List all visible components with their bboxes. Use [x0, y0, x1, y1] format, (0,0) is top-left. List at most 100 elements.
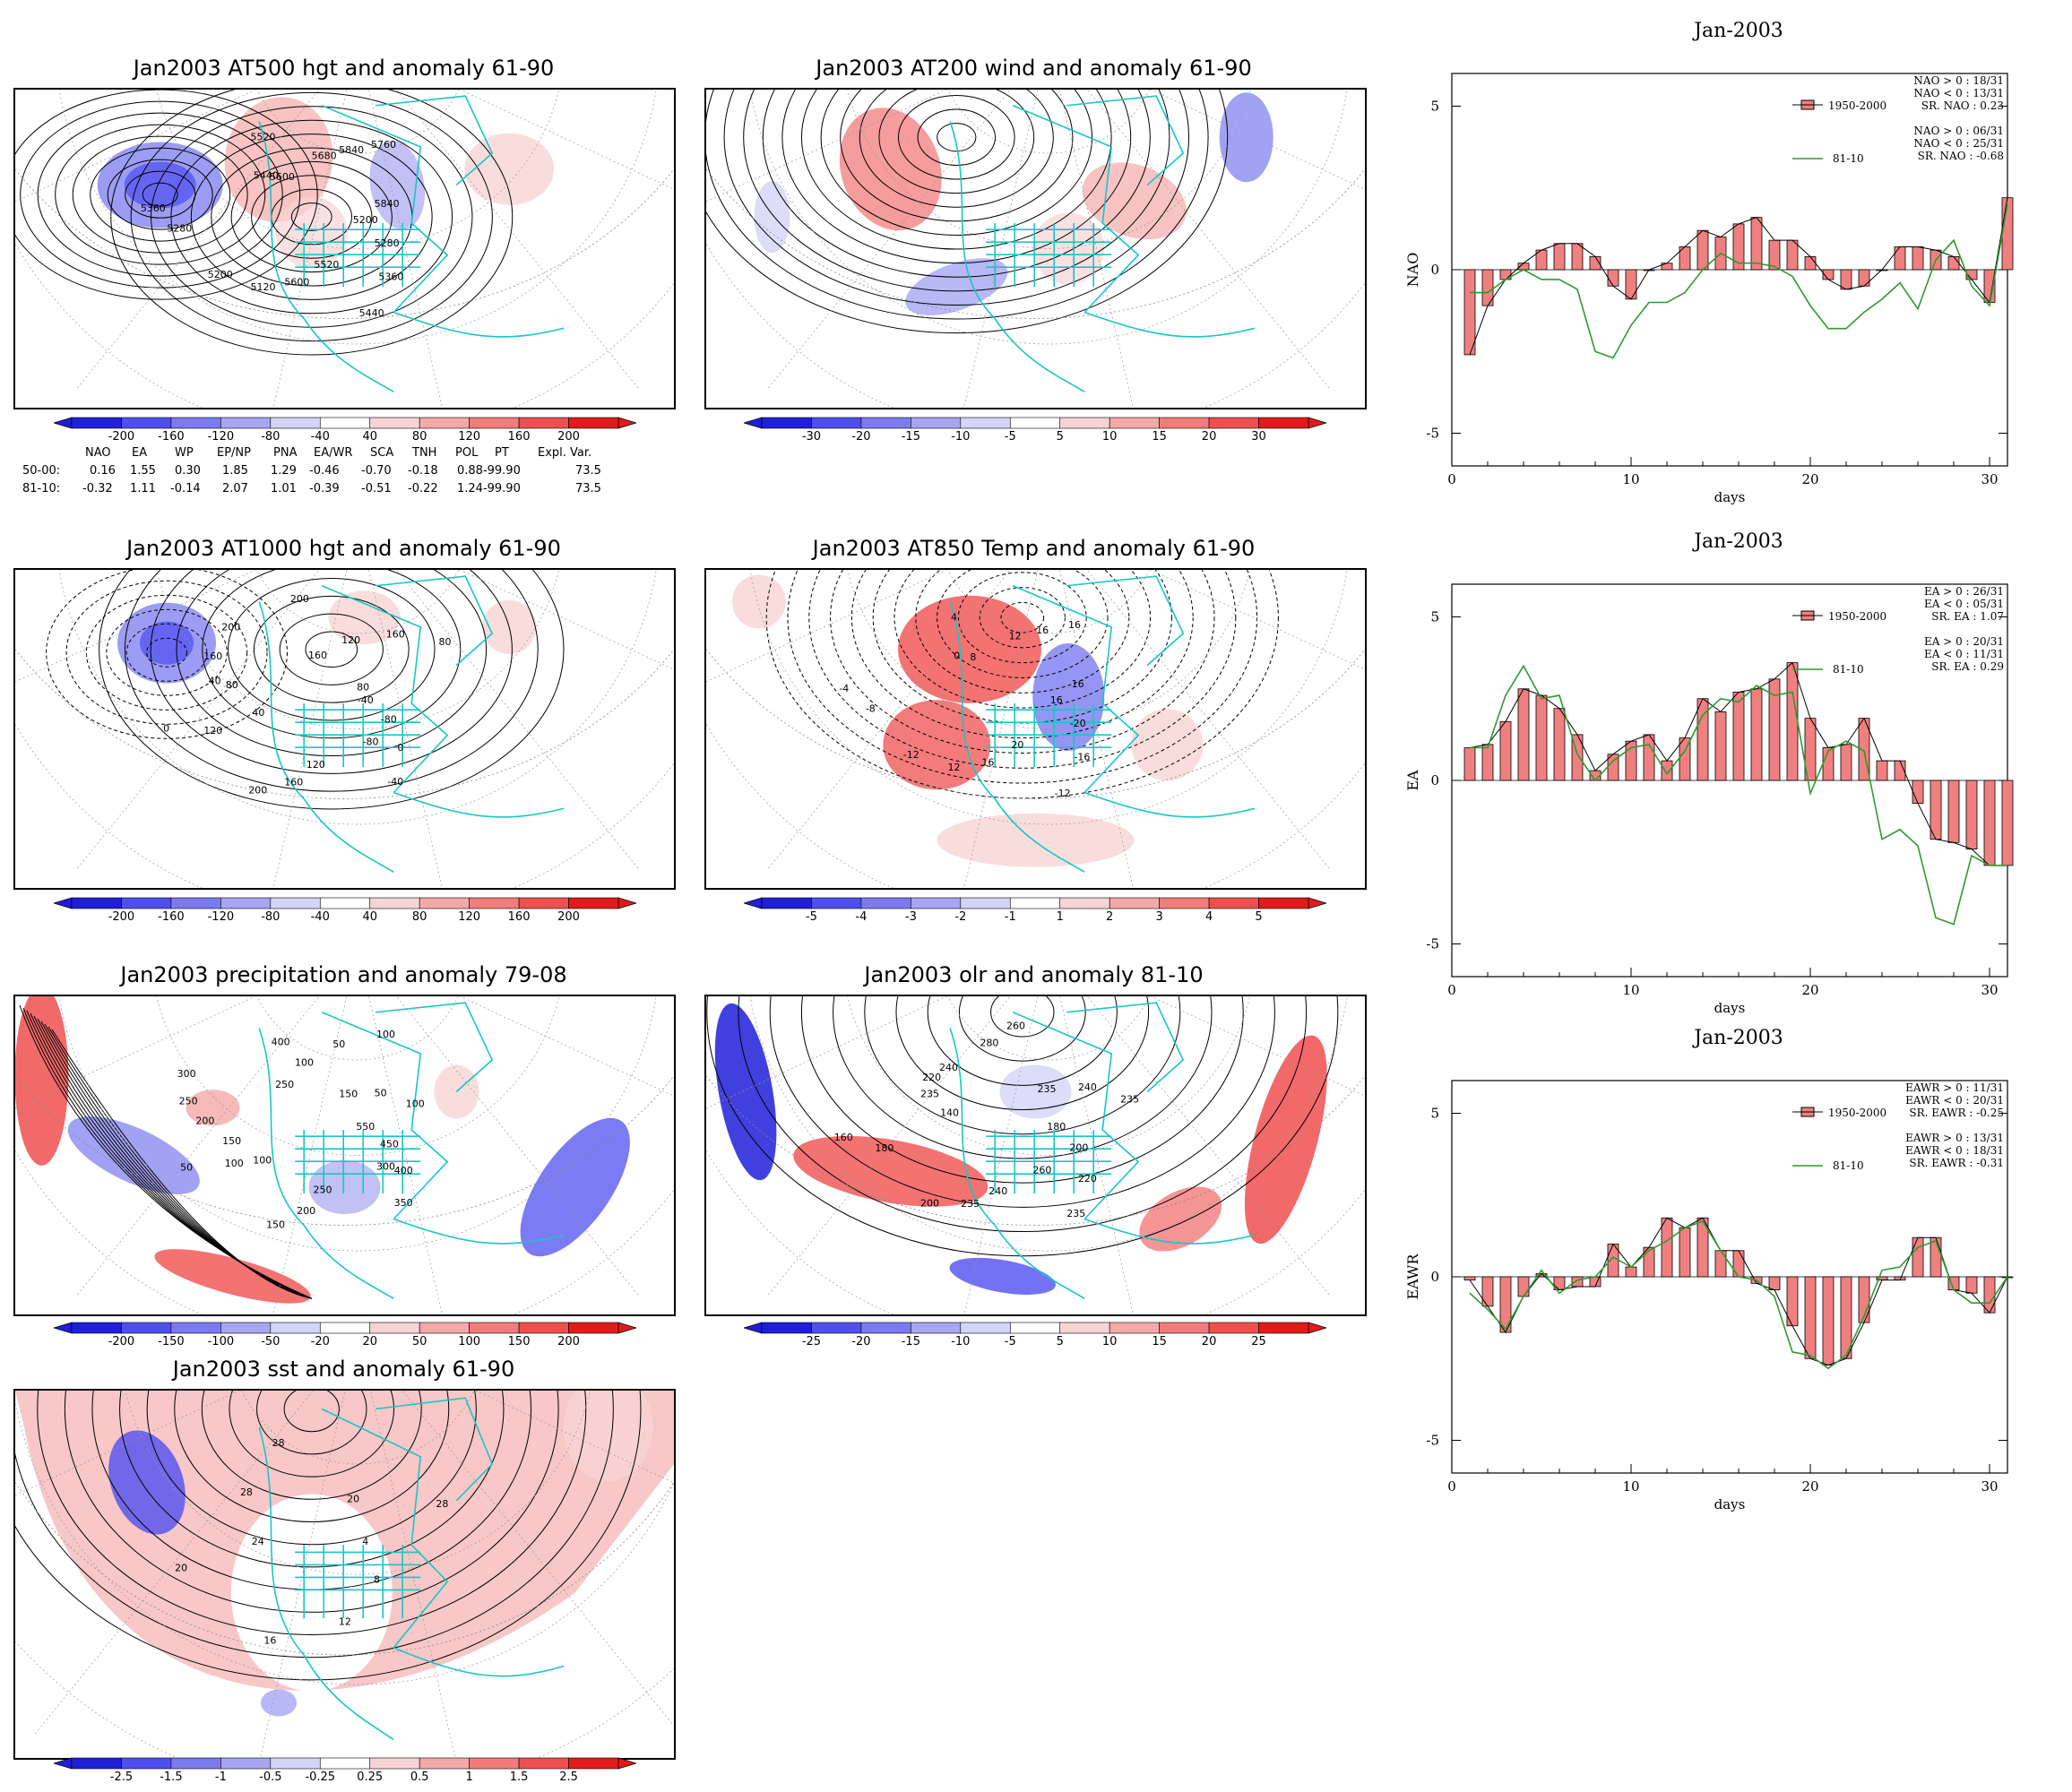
anomaly-shading [793, 1135, 989, 1207]
teleconnection-index-table: NAO EA WP EP/NP PNA EA/WR SCA TNH POL PT… [18, 446, 645, 500]
colorbar-swatch [419, 417, 470, 429]
coastline [258, 575, 565, 873]
contour-label: 5280 [167, 222, 192, 234]
colorbar-arrow [1308, 417, 1328, 429]
bar-1950-2000 [1786, 662, 1799, 781]
contour-label: 240 [989, 1185, 1007, 1197]
legend-stat: EA > 0 : 20/31 [1924, 635, 2004, 648]
colorbar-tick-label: 120 [458, 910, 481, 924]
colorbar-tick-label: 2.5 [559, 1770, 578, 1784]
x-tick-label: 10 [1622, 471, 1639, 487]
index-value: -0.51 [361, 482, 392, 495]
colorbar-swatch [761, 1322, 812, 1334]
colorbar-swatch [911, 897, 962, 909]
colorbar-tick-label: 40 [362, 430, 377, 444]
contour-label: 5280 [375, 237, 400, 249]
index-value: 1.01 [271, 482, 297, 495]
bar-1950-2000 [1661, 760, 1673, 781]
colorbar-tick-label: -40 [310, 430, 330, 444]
colorbar-tick-label: 30 [1251, 430, 1266, 444]
colorbar-tick-label: 15 [1152, 1335, 1167, 1348]
colorbar-arrow [617, 417, 638, 429]
colorbar-tick-label: -160 [158, 430, 185, 444]
colorbar-tick-label: -1.5 [160, 1770, 183, 1784]
index-header-row: NAO EA WP EP/NP PNA EA/WR SCA TNH POL PT… [18, 446, 645, 464]
colorbar-swatch [811, 417, 862, 429]
contour-label: -16 [1074, 751, 1090, 762]
index-row: 81-10: -0.32 1.11 -0.14 2.07 1.01 -0.39 … [18, 482, 645, 500]
contour-label: 235 [1066, 1208, 1085, 1219]
map-title: Jan2003 precipitation and anomaly 79-08 [120, 962, 567, 987]
index-value: 1.55 [130, 464, 156, 478]
colorbar-tick-label: -1 [214, 1770, 227, 1784]
contour-label: 20 [175, 1563, 187, 1574]
bar-1950-2000 [1643, 734, 1655, 781]
contour-label: 280 [980, 1037, 998, 1048]
anomaly-shading [937, 813, 1135, 867]
colorbar-tick-label: -0.25 [305, 1770, 336, 1784]
index-row: 50-00: 0.16 1.55 0.30 1.85 1.29 -0.46 -0… [18, 464, 645, 482]
colorbar-tick-label: -15 [901, 430, 920, 444]
y-tick-label: 0 [1430, 262, 1439, 278]
contour-label: 140 [940, 1107, 959, 1119]
colorbar-swatch [811, 897, 862, 909]
bar-1950-2000 [1499, 720, 1512, 781]
bar-1950-2000 [1930, 1236, 1942, 1278]
bar-1950-2000 [1535, 694, 1548, 781]
colorbar-swatch [1109, 417, 1160, 429]
colorbar-tick-label: -15 [901, 1335, 920, 1348]
ts-title: Jan-2003 [1694, 530, 1783, 553]
colorbar-tick-label: -2.5 [109, 1770, 134, 1784]
contour-label: 400 [272, 1036, 290, 1047]
legend-stat: EAWR < 0 : 18/31 [1905, 1144, 2004, 1157]
contour-label: 12 [948, 762, 961, 773]
graticule [706, 570, 1365, 888]
colorbar-tick-label: 25 [1251, 1335, 1266, 1348]
colorbar-swatch [1059, 1322, 1110, 1334]
contour-label: 0 [163, 722, 169, 734]
y-axis-label: EA [1404, 770, 1421, 791]
bar-1950-2000 [1517, 688, 1530, 781]
coastline [949, 1002, 1256, 1299]
index-header: EA/WR [314, 446, 353, 460]
contour-label: 20 [1011, 739, 1023, 751]
bar-1950-2000 [1625, 1266, 1637, 1278]
contour-label: 150 [266, 1219, 285, 1230]
contour-label: 200 [221, 622, 240, 633]
contour-label: 28 [272, 1437, 285, 1449]
bar-1950-2000 [1840, 269, 1852, 290]
colorbar: -200 -160 -120 -80 -40 40 80 120 160 200 [52, 416, 638, 452]
colorbar-swatch [319, 417, 371, 429]
bar-1950-2000 [1714, 1250, 1727, 1278]
contour-label: 100 [295, 1056, 314, 1068]
contour-label: 235 [1037, 1083, 1056, 1095]
colorbar-tick-label: -5 [1004, 1335, 1016, 1348]
map-title: Jan2003 sst and anomaly 61-90 [172, 1357, 515, 1382]
contour-label: 5120 [251, 281, 276, 293]
contour-lines [706, 90, 1229, 334]
colorbar-tick-label: -20 [310, 1335, 330, 1348]
colorbar-tick-label: -200 [108, 910, 135, 924]
bar-1950-2000 [1571, 243, 1584, 271]
contour-label: 220 [922, 1072, 941, 1083]
index-value: -0.14 [170, 482, 201, 495]
anomaly-shading [186, 1090, 240, 1126]
colorbar-tick-label: -3 [904, 910, 917, 924]
colorbar-tick-label: 5 [1056, 1335, 1064, 1348]
colorbar-swatch [1059, 897, 1110, 909]
anomaly-shading [67, 1116, 200, 1194]
colorbar-swatch [71, 1322, 122, 1334]
colorbar-swatch [270, 897, 321, 909]
ts-title: Jan-2003 [1694, 20, 1783, 42]
bar-1950-2000 [1625, 269, 1637, 300]
contour-label: 8 [374, 1574, 380, 1586]
colorbar-tick-label: -150 [158, 1335, 185, 1348]
colorbar-tick-label: 15 [1152, 430, 1167, 444]
contour-lines [99, 570, 565, 810]
colorbar-arrow [1308, 1322, 1328, 1334]
graticule [706, 996, 1365, 1314]
bar-1950-2000 [1912, 246, 1924, 271]
colorbar-swatch [1009, 1322, 1061, 1334]
bar-1950-2000 [1553, 243, 1566, 271]
index-value: 1.85 [222, 464, 248, 478]
